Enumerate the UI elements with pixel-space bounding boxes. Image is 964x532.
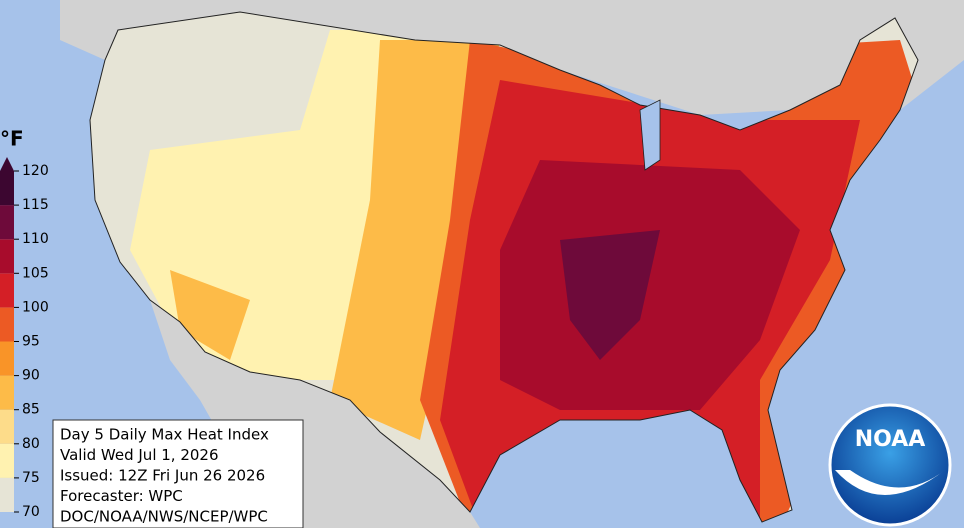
logo-text: NOAA bbox=[855, 427, 926, 452]
legend-tick-label: 115 bbox=[22, 197, 49, 213]
legend-bin bbox=[0, 341, 14, 376]
lake-michigan bbox=[639, 99, 661, 171]
info-line: Forecaster: WPC bbox=[60, 487, 183, 505]
legend-bin bbox=[0, 273, 14, 308]
legend-tick-label: 75 bbox=[22, 470, 40, 486]
legend-bin bbox=[0, 409, 14, 444]
noaa-logo bbox=[828, 403, 952, 527]
legend-bin bbox=[0, 171, 14, 206]
legend-tick-label: 110 bbox=[22, 231, 49, 247]
legend-bin bbox=[0, 307, 14, 342]
legend-tick-label: 120 bbox=[22, 163, 49, 179]
legend-unit: °F bbox=[0, 127, 24, 151]
zone bbox=[560, 230, 660, 360]
info-text: Day 5 Daily Max Heat Index Valid Wed Jul … bbox=[60, 426, 269, 526]
info-line: Valid Wed Jul 1, 2026 bbox=[60, 446, 219, 464]
legend-tick-label: 70 bbox=[22, 504, 40, 520]
zone bbox=[500, 160, 800, 410]
mexico bbox=[150, 300, 480, 528]
legend-bin bbox=[0, 205, 14, 240]
legend-bin bbox=[0, 443, 14, 478]
legend-tick-label: 105 bbox=[22, 265, 49, 281]
zone bbox=[170, 40, 500, 440]
info-line: Day 5 Daily Max Heat Index bbox=[60, 426, 269, 444]
legend-tick-label: 95 bbox=[22, 334, 40, 350]
legend-arrow bbox=[0, 157, 14, 171]
legend-bin bbox=[0, 477, 14, 512]
legend-tick-label: 90 bbox=[22, 368, 40, 384]
info-line: DOC/NOAA/NWS/NCEP/WPC bbox=[60, 508, 268, 526]
legend-tick-label: 100 bbox=[22, 299, 49, 315]
logo-wave bbox=[835, 470, 945, 495]
color-legend: 70 75 80 85 90 95 100 105 110 115 120 bbox=[0, 157, 49, 520]
legend-tick-label: 80 bbox=[22, 436, 40, 452]
info-box bbox=[52, 419, 304, 529]
info-line: Issued: 12Z Fri Jun 26 2026 bbox=[60, 467, 265, 485]
us-outline bbox=[89, 11, 919, 523]
legend-bin bbox=[0, 239, 14, 274]
legend-bin bbox=[0, 375, 14, 410]
legend-tick-label: 85 bbox=[22, 402, 40, 418]
